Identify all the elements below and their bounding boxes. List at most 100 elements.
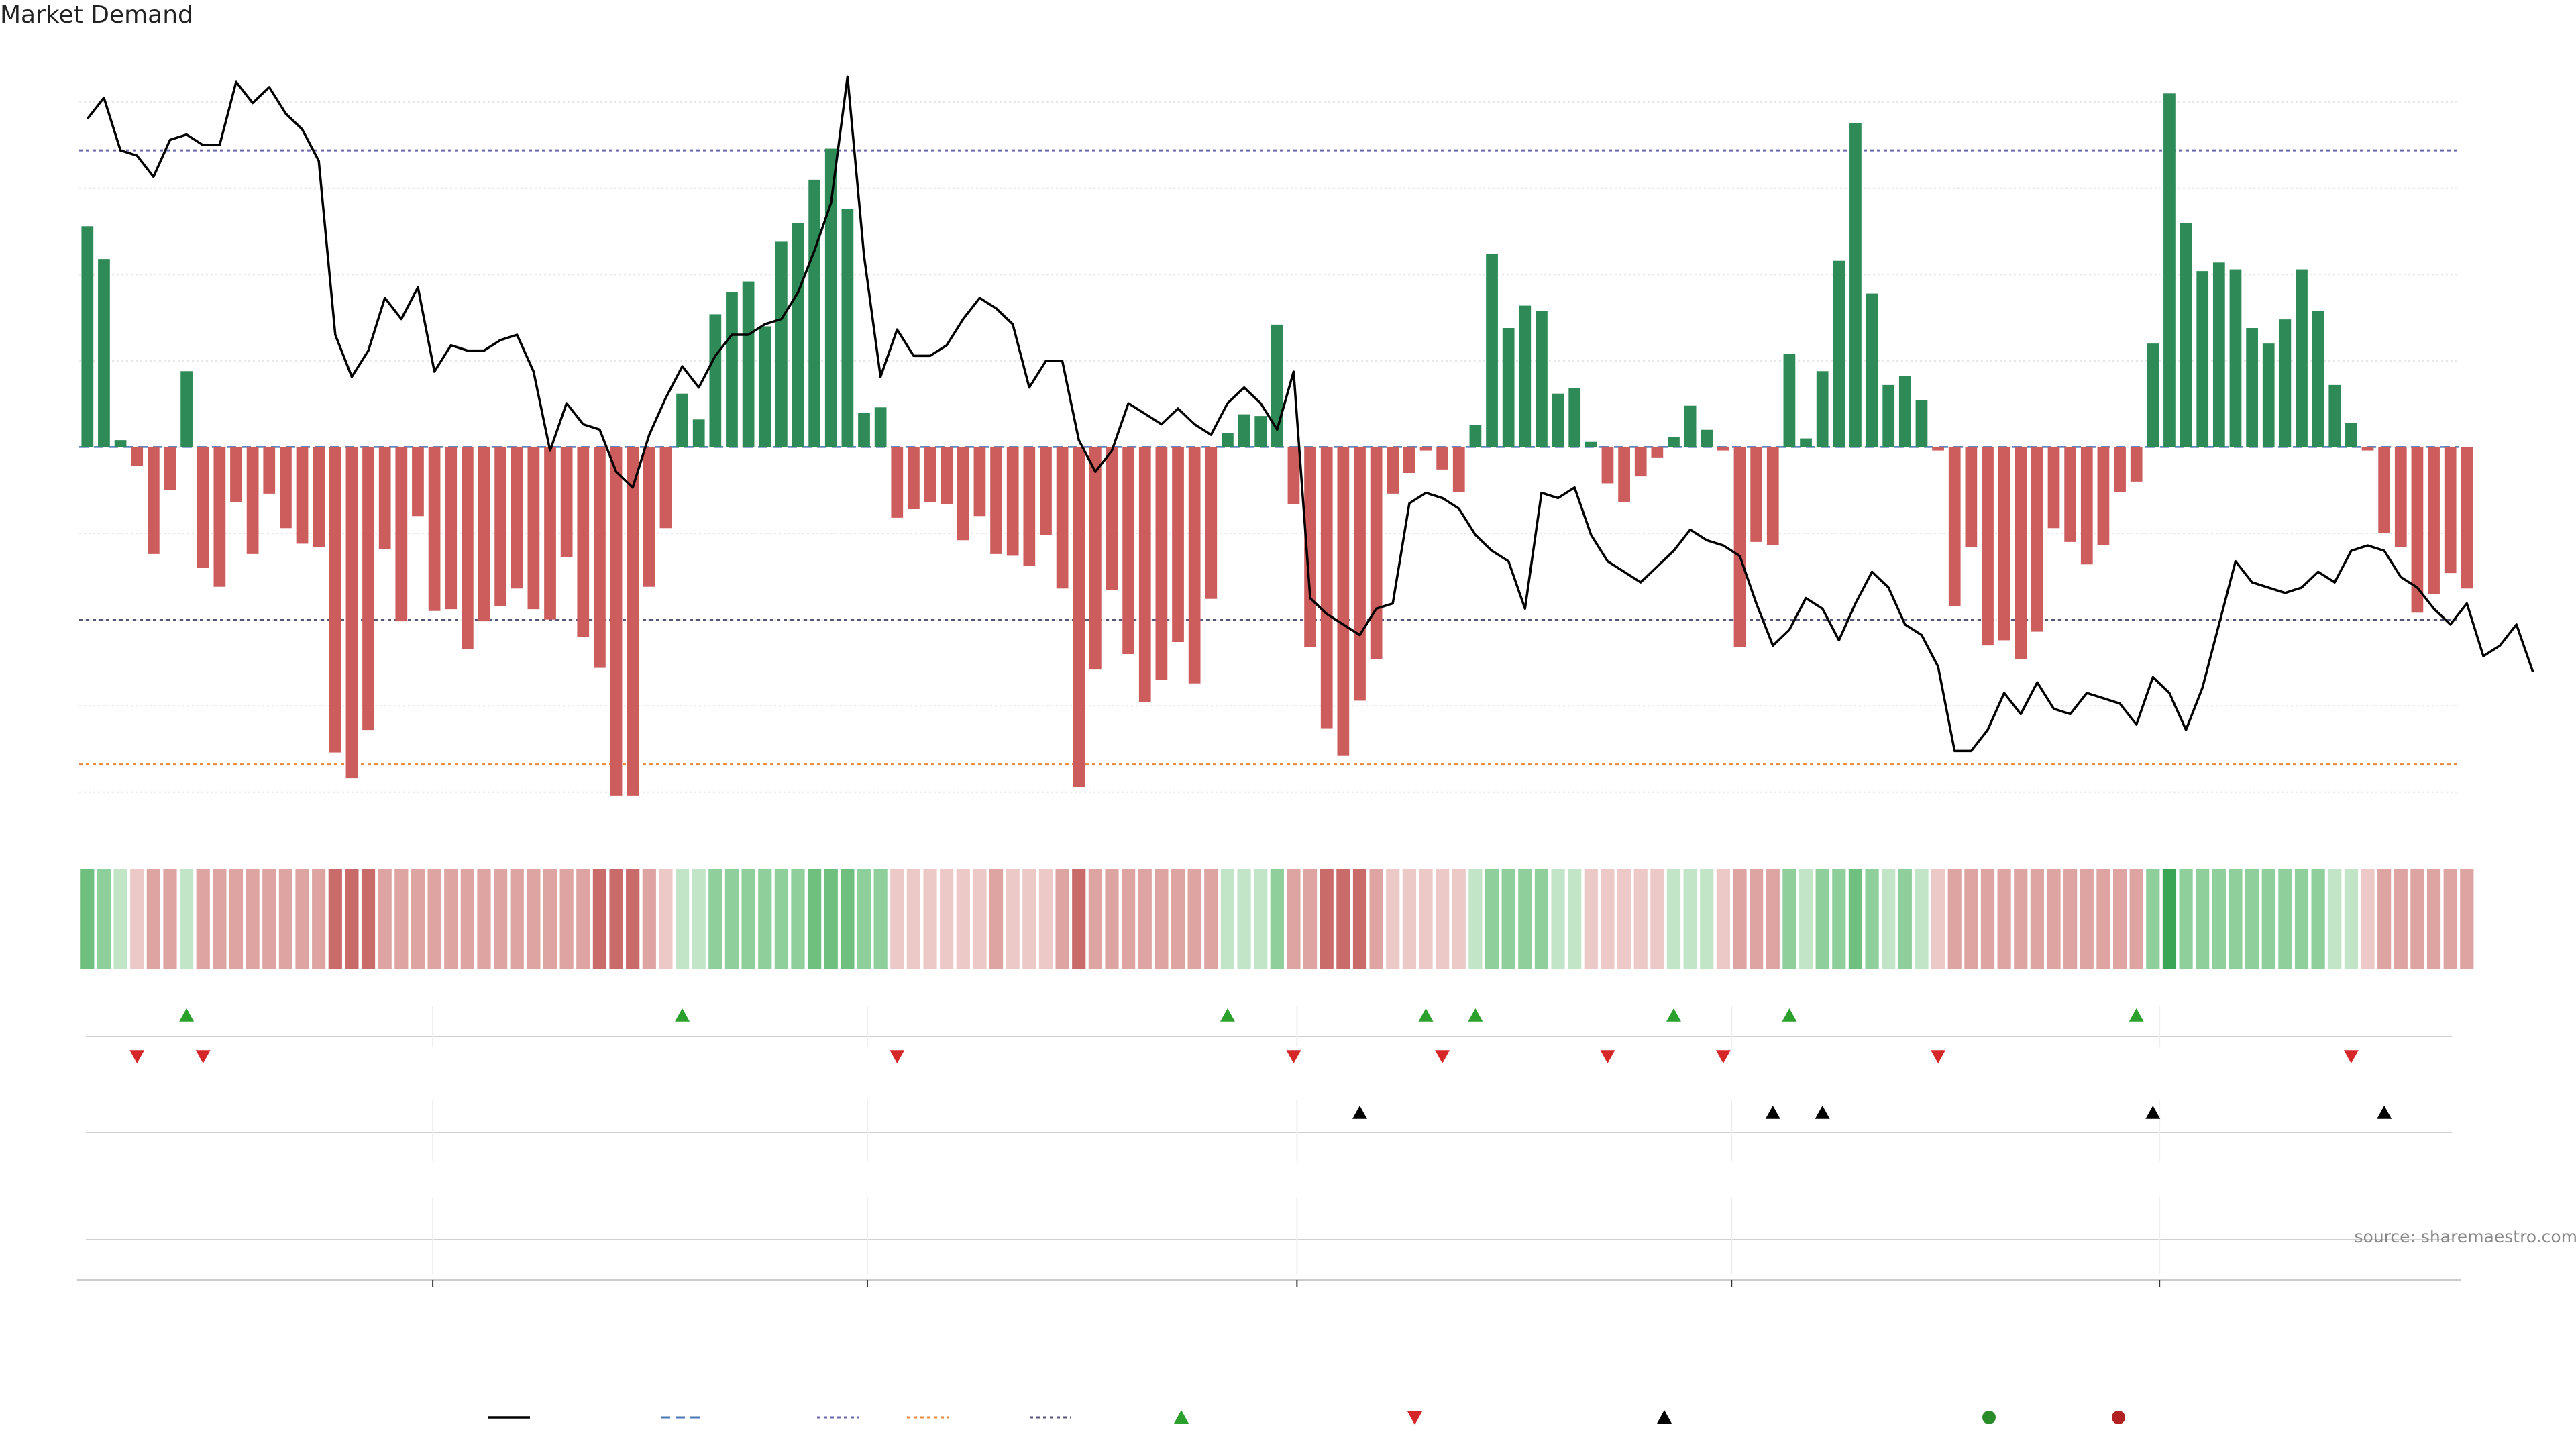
legend-swatch-flip-down <box>1407 1411 1422 1425</box>
heat-strip-cell <box>1980 869 1995 969</box>
heat-strip-cell <box>1468 869 1483 969</box>
source-note: source: sharemaestro.com <box>2355 1227 2576 1246</box>
bar-negative <box>941 447 953 504</box>
heat-strip-cell <box>146 869 160 969</box>
bar-positive <box>2147 343 2159 447</box>
heat-strip-cell <box>130 869 144 969</box>
heat-strip-cell <box>1716 869 1730 969</box>
bar-negative <box>1733 447 1746 647</box>
heat-strip-cell <box>1733 869 1747 969</box>
heat-strip-cell <box>626 869 640 969</box>
heat-strip-cell <box>592 869 607 969</box>
bar-negative <box>924 447 936 502</box>
heat-strip-cell <box>2245 869 2259 969</box>
heat-strip-cell <box>2377 869 2392 969</box>
heat-strip-cell <box>494 869 508 969</box>
bar-negative <box>1056 447 1069 589</box>
bar-positive <box>2262 343 2275 447</box>
bar-negative <box>147 447 160 554</box>
price-cross-marker <box>2145 1106 2161 1119</box>
heat-strip-cell <box>1287 869 1301 969</box>
heat-strip-cell <box>229 869 244 969</box>
bar-negative <box>2461 447 2473 589</box>
bar-negative <box>2047 447 2060 529</box>
bar-negative <box>1354 447 1366 701</box>
heat-strip-cell <box>791 869 805 969</box>
bar-positive <box>180 371 193 447</box>
heat-strip-cell <box>2311 869 2325 969</box>
heat-strip-cell <box>824 869 838 969</box>
bar-negative <box>2015 447 2027 659</box>
heat-strip-cell <box>411 869 425 969</box>
bar-negative <box>2378 447 2391 533</box>
bar-negative <box>478 447 490 622</box>
bar-positive <box>792 223 804 447</box>
heat-strip-cell <box>741 869 755 969</box>
heat-strip-cell <box>1006 869 1020 969</box>
price-cross-marker <box>1765 1106 1780 1119</box>
heat-strip-cell <box>758 869 772 969</box>
bar-positive <box>709 314 722 447</box>
heat-strip-cell <box>1848 869 1863 969</box>
price-cross-marker <box>2377 1106 2392 1119</box>
heat-strip-cell <box>180 869 194 969</box>
flip-down-marker <box>1286 1050 1301 1063</box>
bar-positive <box>1254 416 1267 447</box>
heat-strip-cell <box>97 869 111 969</box>
heat-strip-cell <box>1320 869 1334 969</box>
heat-strip-cell <box>906 869 921 969</box>
bar-negative <box>378 447 391 549</box>
bar-negative <box>990 447 1002 554</box>
bar-negative <box>246 447 259 554</box>
heat-strip-cell <box>675 869 690 969</box>
bar-positive <box>1816 371 1829 447</box>
bar-negative <box>957 447 969 541</box>
reference-lines <box>79 149 2459 766</box>
heat-strip-cell <box>1452 869 1466 969</box>
bar-negative <box>2411 447 2424 613</box>
legend-swatch-flip-up <box>1174 1410 1189 1424</box>
flip-down-marker <box>1715 1050 1731 1063</box>
bar-positive <box>1898 376 1911 447</box>
flip-up-marker <box>2129 1008 2144 1022</box>
heat-strip-cell <box>609 869 623 969</box>
heat-strip-cell <box>659 869 673 969</box>
heat-strip-cell <box>345 869 359 969</box>
heat-strip-cell <box>2294 869 2309 969</box>
heat-strip-cell <box>2179 869 2193 969</box>
heat-strip-cell <box>940 869 954 969</box>
bar-positive <box>874 407 887 447</box>
heat-strip-cell <box>527 869 541 969</box>
bar-positive <box>1701 429 1713 447</box>
heat-strip-cell <box>213 869 227 969</box>
close-line-layer <box>86 75 2534 753</box>
bar-negative <box>1948 447 1961 606</box>
heat-strip-cell <box>1171 869 1185 969</box>
bar-negative <box>527 447 540 610</box>
heat-strip-cell <box>1915 869 1929 969</box>
heat-strip-cell <box>1633 869 1648 969</box>
bar-negative <box>1155 447 1168 680</box>
bar-positive <box>676 393 688 447</box>
heat-strip-cell <box>1650 869 1664 969</box>
heat-strip-cell <box>890 869 904 969</box>
bar-positive <box>808 179 820 447</box>
heat-strip-cell <box>2196 869 2210 969</box>
heat-strip-cell <box>1518 869 1532 969</box>
bar-negative <box>395 447 408 622</box>
heat-strip-cell <box>163 869 177 969</box>
bar-negative <box>1287 447 1300 504</box>
heat-strip-cell <box>262 869 276 969</box>
bar-negative <box>1965 447 1978 547</box>
flip-down-marker <box>890 1050 905 1063</box>
heat-strip-cell <box>2278 869 2292 969</box>
bar-negative <box>1436 447 1449 470</box>
bar-positive <box>1915 400 1928 447</box>
heat-strip-cell <box>774 869 788 969</box>
bar-negative <box>2064 447 2077 542</box>
heat-strip-cell <box>642 869 656 969</box>
bar-negative <box>511 447 523 589</box>
bar-negative <box>1320 447 1333 729</box>
bar-positive <box>1800 438 1812 447</box>
